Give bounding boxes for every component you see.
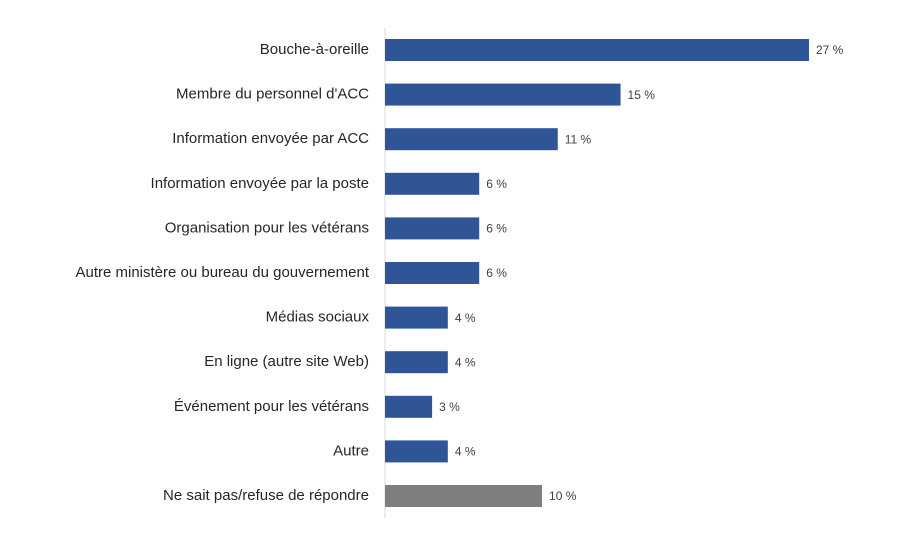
category-label: En ligne (autre site Web) <box>204 353 369 370</box>
value-label: 10 % <box>549 489 577 503</box>
category-label: Ne sait pas/refuse de répondre <box>163 487 369 504</box>
category-label: Information envoyée par ACC <box>172 130 369 147</box>
bar <box>385 217 480 240</box>
value-label: 6 % <box>486 266 507 280</box>
category-label: Événement pour les vétérans <box>174 398 369 415</box>
bar <box>385 306 448 329</box>
category-label: Organisation pour les vétérans <box>165 219 369 236</box>
category-label: Membre du personnel d'ACC <box>176 86 369 103</box>
bar <box>385 172 480 195</box>
category-label: Autre ministère ou bureau du gouvernemen… <box>75 264 369 281</box>
value-label: 6 % <box>486 177 507 191</box>
value-label: 6 % <box>486 222 507 236</box>
value-label: 27 % <box>816 43 844 57</box>
value-label: 4 % <box>455 445 476 459</box>
value-label: 11 % <box>565 132 592 146</box>
bar <box>385 262 480 284</box>
bar <box>385 351 448 374</box>
category-label: Bouche-à-oreille <box>260 41 369 58</box>
value-label: 3 % <box>439 400 460 414</box>
value-label: 15 % <box>628 88 656 102</box>
bar <box>385 39 809 61</box>
bar <box>385 440 448 463</box>
category-label: Autre <box>333 442 369 459</box>
bar <box>385 485 543 507</box>
bar <box>385 128 558 151</box>
value-label: 4 % <box>455 355 476 369</box>
value-label: 4 % <box>455 311 476 325</box>
bar <box>385 395 433 418</box>
category-label: Médias sociaux <box>266 309 370 326</box>
bar <box>385 83 621 106</box>
category-label: Information envoyée par la poste <box>151 175 369 192</box>
